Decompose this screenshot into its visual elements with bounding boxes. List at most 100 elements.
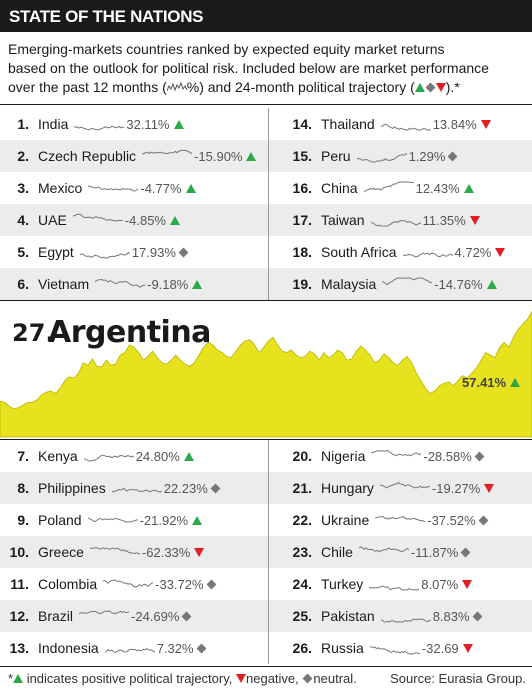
sparkline-path [142,149,193,155]
row-rank: 10. [9,544,29,560]
row-country: Philippines [38,480,106,496]
row-country: Peru [321,148,351,164]
sparkline-path [74,125,125,131]
sparkline [87,517,138,523]
sparkline-legend-icon [166,81,188,92]
sparkline [371,449,422,457]
row-rank: 4. [17,212,29,228]
feature-value: 57.41% [462,375,520,390]
sparkline-path [87,517,138,523]
row-rank: 2. [17,148,29,164]
page-title: STATE OF THE NATIONS [9,7,204,26]
sparkline [95,278,146,289]
sparkline [356,152,407,163]
sparkline [72,213,123,222]
neutral-trend-icon [474,451,485,461]
positive-trend-icon [246,151,257,161]
table-row: 4. UAE -4.85% [0,204,268,236]
feature-rank: 27. [12,319,55,347]
sparkline [379,481,430,489]
row-value: 8.83% [432,608,470,624]
table-row: 19. Malaysia -14.76% [269,268,532,300]
sparkline [358,546,409,553]
neutral-trend-icon [196,643,207,653]
sparkline-path [371,449,422,457]
positive-trend-icon [13,674,24,683]
row-value: -11.87% [410,544,459,560]
sparkline [142,149,193,155]
row-country: Indonesia [38,640,99,656]
positive-trend-icon [185,183,196,193]
row-country: Greece [38,544,84,560]
row-rank: 7. [17,448,29,464]
table-row: 15. Peru 1.29% [269,140,532,172]
positive-trend-icon [173,119,184,129]
footnote-star: * [8,671,14,686]
row-country: Czech Republic [38,148,137,164]
intro-line-2: based on the outlook for political risk.… [8,60,489,76]
negative-trend-icon [194,547,205,557]
table-row: 9. Poland -21.92% [0,504,268,536]
row-value: -33.72% [155,576,204,592]
negative-trend-icon [480,119,491,129]
sparkline-path [369,585,420,591]
sparkline-path [380,123,431,131]
row-rank: 3. [17,180,29,196]
column-divider [268,440,269,664]
feature-argentina: 27. Argentina 57.41% [0,303,532,439]
row-country: South Africa [321,244,397,260]
table-row: 10. Greece -62.33% [0,536,268,568]
table-row: 2. Czech Republic -15.90% [0,140,268,172]
row-country: Turkey [321,576,364,592]
row-rank: 25. [292,608,312,624]
sparkline [79,610,130,615]
positive-trend-icon [192,515,203,525]
column-divider [268,108,269,300]
row-country: Taiwan [321,212,365,228]
row-rank: 20. [292,448,312,464]
table-row: 8. Philippines 22.23% [0,472,268,504]
negative-trend-icon [435,83,446,92]
row-value: -4.77% [140,180,182,196]
neutral-trend-icon [460,547,471,557]
row-country: Pakistan [321,608,375,624]
sparkline-path [380,618,431,623]
sparkline [402,252,453,258]
sparkline [370,219,421,227]
intro-line-3c: ).* [445,79,460,95]
row-rank: 19. [292,276,312,292]
negative-trend-icon [495,247,506,257]
sparkline-path [358,546,409,553]
row-rank: 8. [17,480,29,496]
positive-trend-icon [414,83,425,92]
section-rule [0,300,532,301]
positive-trend-icon [192,279,203,289]
neutral-trend-icon [478,515,489,525]
table-row: 5. Egypt 17.93% [0,236,268,268]
row-value: -32.69 [421,640,459,656]
intro-text: Emerging-markets countries ranked by exp… [8,40,526,97]
row-value: 22.23% [163,480,208,496]
neutral-trend-icon [472,611,483,621]
row-rank: 11. [10,576,29,592]
table-row: 7. Kenya 24.80% [0,440,268,472]
row-rank: 15. [292,148,312,164]
row-value: -14.76% [434,276,483,292]
row-country: Brazil [38,608,74,624]
row-value: -4.85% [124,212,166,228]
sparkline-path [72,213,123,222]
sparkline [369,585,420,591]
sparkline [89,547,140,555]
sparkline-path [89,547,140,555]
sparkline-path [79,251,130,259]
section-rule [0,666,532,667]
sparkline-path [95,278,146,289]
neutral-trend-icon [425,82,436,93]
neutral-trend-icon [448,151,458,161]
table-row: 18. South Africa 4.72% [269,236,532,268]
sparkline [363,181,414,193]
negative-trend-icon [462,579,473,589]
table-row: 13. Indonesia 7.32% [0,632,268,664]
row-rank: 17. [292,212,312,228]
positive-trend-icon [486,279,497,289]
